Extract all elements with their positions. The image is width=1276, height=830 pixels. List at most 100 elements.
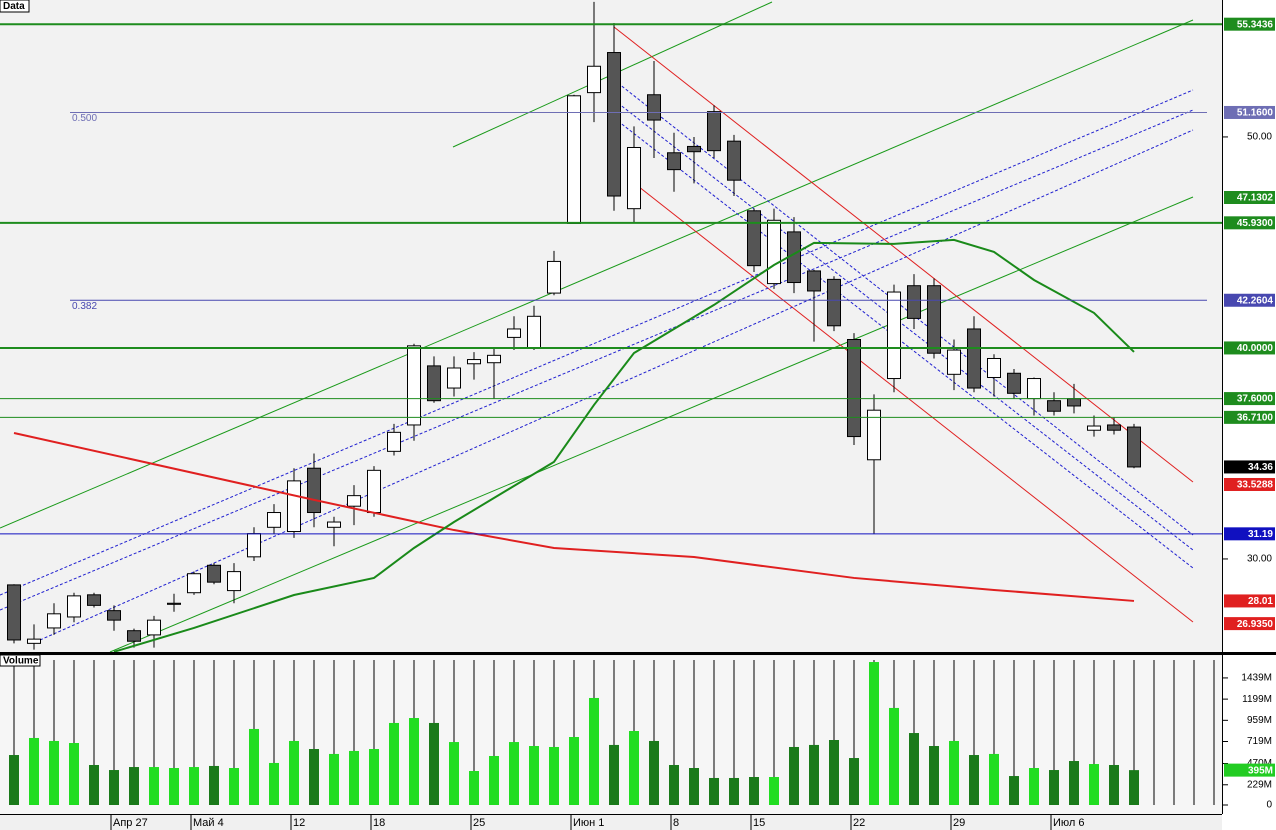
price-plot xyxy=(0,1,1222,652)
level-tag xyxy=(1224,460,1275,474)
candle-body xyxy=(1067,398,1081,407)
volume-bar xyxy=(129,767,139,805)
volume-bar xyxy=(769,777,779,805)
x-tick-label: 22 xyxy=(853,817,865,829)
volume-bar xyxy=(1049,770,1059,805)
level-tag xyxy=(1224,527,1275,541)
y-tick-label: 959M xyxy=(1247,715,1272,726)
candle-body xyxy=(1107,424,1121,431)
volume-bar xyxy=(409,718,419,805)
volume-bar xyxy=(329,753,339,805)
channel-line xyxy=(0,89,1194,596)
candle-body xyxy=(167,602,181,605)
candle-body xyxy=(1087,425,1101,431)
x-tick-label: Июн 1 xyxy=(573,817,604,829)
x-tick-label: Июл 6 xyxy=(1053,817,1085,829)
volume-bar xyxy=(989,753,999,805)
volume-bar xyxy=(69,743,79,805)
volume-bar xyxy=(249,728,259,805)
candle-body xyxy=(707,111,721,152)
candle-body xyxy=(547,260,561,294)
volume-bar xyxy=(909,733,919,805)
channel-line xyxy=(613,26,1194,483)
volume-bar xyxy=(209,765,219,805)
y-tick-label: 1199M xyxy=(1242,694,1272,705)
volume-bar xyxy=(29,737,39,805)
volume-bar xyxy=(289,740,299,805)
moving-average xyxy=(13,432,1135,602)
level-tag xyxy=(1224,293,1275,307)
volume-bar xyxy=(829,740,839,805)
title-box xyxy=(0,0,30,13)
volume-bar xyxy=(269,762,279,805)
candle-body xyxy=(847,339,861,438)
candle-body xyxy=(427,365,441,402)
y-tick-label: 50.00 xyxy=(1247,132,1272,143)
x-tick-label: 12 xyxy=(293,817,305,829)
candle-body xyxy=(1127,426,1141,468)
volume-bar xyxy=(89,764,99,805)
volume-bar xyxy=(869,662,879,805)
level-tag xyxy=(1224,410,1275,424)
volume-bar xyxy=(789,746,799,805)
level-label: 42.2604 xyxy=(1237,295,1274,306)
volume-bar xyxy=(889,707,899,805)
volume-bar xyxy=(529,746,539,805)
candle-body xyxy=(667,152,681,171)
volume-bar xyxy=(1029,767,1039,805)
x-tick-label: Май 4 xyxy=(193,817,224,829)
level-tag xyxy=(1224,594,1275,608)
level-tag xyxy=(1224,392,1275,406)
candle-body xyxy=(7,584,21,641)
volume-bar xyxy=(49,740,59,805)
volume-bar xyxy=(809,744,819,805)
candle-body xyxy=(687,145,701,153)
candle-body xyxy=(147,619,161,636)
volume-bar xyxy=(309,749,319,805)
candle-body xyxy=(287,480,301,533)
candle-body xyxy=(987,357,1001,378)
volume-bar xyxy=(609,744,619,805)
candle-body xyxy=(1007,372,1021,394)
candle-body xyxy=(207,564,221,583)
candle-body xyxy=(107,610,121,621)
candle-body xyxy=(127,630,141,642)
level-tag xyxy=(1224,617,1275,631)
volume-bar xyxy=(489,755,499,805)
volume-bar xyxy=(369,749,379,805)
channel-line xyxy=(633,182,1194,623)
candle-body xyxy=(247,533,261,558)
candle-body xyxy=(467,359,481,365)
volume-bar xyxy=(1069,761,1079,805)
candle-body xyxy=(187,573,201,594)
x-tick-label: 25 xyxy=(473,817,485,829)
candle-body xyxy=(267,512,281,528)
level-label: 33.5288 xyxy=(1237,480,1274,491)
volume-bar xyxy=(149,767,159,805)
volume-bar xyxy=(389,722,399,805)
candle-body xyxy=(307,467,321,514)
x-tick-label: 15 xyxy=(753,817,765,829)
channel-line xyxy=(109,196,1194,652)
candle-body xyxy=(407,345,421,426)
x-tick-label: 29 xyxy=(953,817,965,829)
level-label: 26.9350 xyxy=(1237,619,1274,630)
fib-label: 0.500 xyxy=(72,113,97,124)
volume-bar xyxy=(689,767,699,805)
trend-lines xyxy=(0,1,1194,652)
candle-body xyxy=(527,315,541,349)
candle-body xyxy=(227,571,241,592)
level-label: 37.6000 xyxy=(1237,394,1274,405)
candle-body xyxy=(807,270,821,292)
fib-label: 0.382 xyxy=(72,301,97,312)
volume-bar xyxy=(649,740,659,805)
candle-body xyxy=(827,278,841,327)
labels: 50.00 30.00 Апр 27 Май 4 12 18 25 Июн 1 8 15 22 29 И… xyxy=(72,17,1275,829)
volume-bar xyxy=(749,777,759,805)
volume-bar xyxy=(469,771,479,805)
level-label: 28.01 xyxy=(1248,596,1273,607)
level-tag xyxy=(1224,763,1275,777)
candle-body xyxy=(47,613,61,629)
level-label: 34.36 xyxy=(1248,462,1273,473)
volume-bar xyxy=(9,755,19,805)
